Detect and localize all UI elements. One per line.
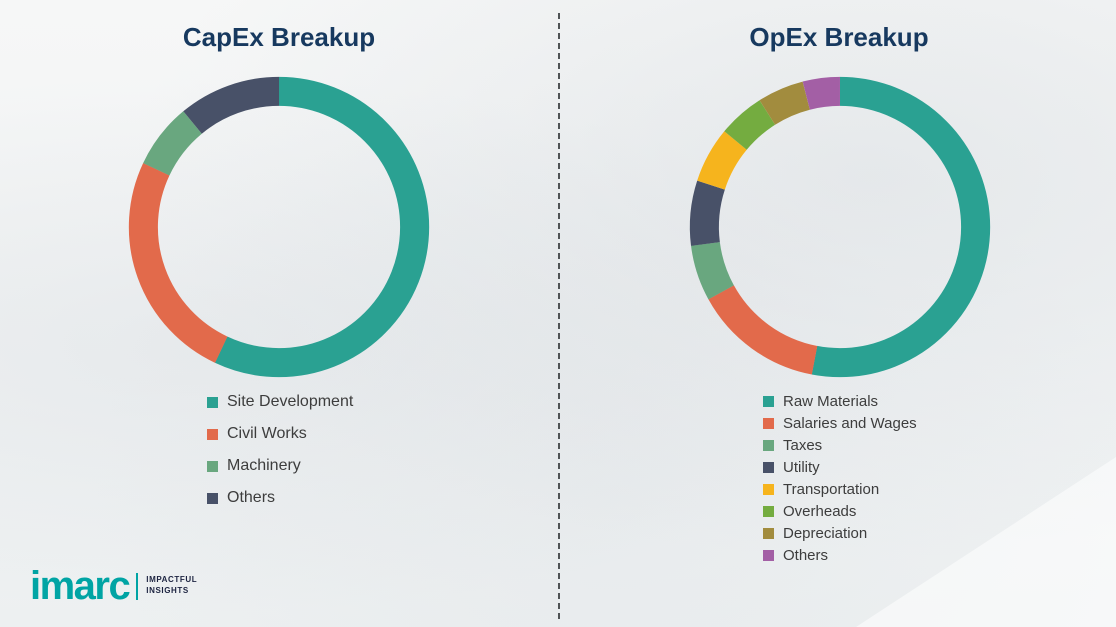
capex-legend: Site Development Civil Works Machinery Othe… <box>207 393 353 507</box>
imarc-logo-wordmark: imarc <box>30 564 131 608</box>
legend-swatch-others <box>207 492 218 504</box>
legend-swatch-others <box>763 550 774 561</box>
legend-label-raw-materials: Raw Materials <box>783 393 879 410</box>
legend-swatch-transportation <box>763 484 774 495</box>
legend-label-taxes: Taxes <box>783 437 823 454</box>
donut-segment-depreciation <box>689 76 991 378</box>
legend-swatch-utility <box>763 462 774 473</box>
legend-item-transportation: Transportation <box>763 481 917 498</box>
legend-swatch-taxes <box>763 440 774 451</box>
legend-item-machinery: Machinery <box>207 457 353 475</box>
legend-item-civil-works: Civil Works <box>207 425 353 443</box>
legend-item-site-development: Site Development <box>207 393 353 411</box>
opex-chart-title: OpEx Breakup <box>749 22 929 52</box>
legend-label-transportation: Transportation <box>783 481 880 498</box>
imarc-tagline-line2: INSIGHTS <box>146 586 189 595</box>
legend-item-depreciation: Depreciation <box>763 525 917 542</box>
legend-label-depreciation: Depreciation <box>783 525 868 542</box>
opex-donut-chart <box>685 72 995 382</box>
imarc-logo-separator <box>136 572 139 600</box>
legend-swatch-overheads <box>763 506 774 517</box>
donut-segment-others <box>689 76 991 378</box>
legend-swatch-civil-works <box>207 428 218 440</box>
donut-segment-raw-materials <box>689 76 991 378</box>
legend-item-others: Others <box>763 547 917 564</box>
legend-label-overheads: Overheads <box>783 503 857 520</box>
donut-segment-taxes <box>689 76 991 378</box>
opex-donut-svg <box>689 76 991 378</box>
legend-label-machinery: Machinery <box>227 457 301 474</box>
legend-label-others: Others <box>227 489 276 506</box>
legend-swatch-raw-materials <box>763 396 774 407</box>
opex-legend: Raw Materials Salaries and Wages Taxes Util… <box>763 393 917 564</box>
legend-label-site-development: Site Development <box>227 393 354 410</box>
legend-swatch-machinery <box>207 460 218 472</box>
donut-segment-transportation <box>689 76 991 378</box>
donut-segment-others <box>128 76 430 378</box>
legend-swatch-depreciation <box>763 528 774 539</box>
capex-chart-title: CapEx Breakup <box>182 22 376 52</box>
legend-item-utility: Utility <box>763 459 917 476</box>
legend-label-civil-works: Civil Works <box>227 425 307 442</box>
donut-segment-machinery <box>128 76 430 378</box>
legend-swatch-salaries-and-wages <box>763 418 774 429</box>
donut-segment-civil-works <box>128 76 430 378</box>
legend-item-raw-materials: Raw Materials <box>763 393 917 410</box>
capex-donut-svg <box>128 76 430 378</box>
imarc-logo-tagline: IMPACTFUL INSIGHTS <box>146 575 197 597</box>
legend-label-salaries-and-wages: Salaries and Wages <box>783 415 917 432</box>
donut-segment-overheads <box>689 76 991 378</box>
legend-label-utility: Utility <box>783 459 820 476</box>
legend-item-taxes: Taxes <box>763 437 917 454</box>
imarc-logo: imarc IMPACTFUL INSIGHTS <box>30 566 197 606</box>
legend-item-salaries-and-wages: Salaries and Wages <box>763 415 917 432</box>
legend-swatch-site-development <box>207 396 218 408</box>
capex-donut-chart <box>124 72 434 382</box>
legend-item-others: Others <box>207 489 353 507</box>
donut-segment-salaries-and-wages <box>689 76 991 378</box>
donut-segment-utility <box>689 76 991 378</box>
vertical-dashed-divider <box>558 13 560 619</box>
legend-label-others: Others <box>783 547 829 564</box>
legend-item-overheads: Overheads <box>763 503 917 520</box>
imarc-tagline-line1: IMPACTFUL <box>146 575 198 585</box>
